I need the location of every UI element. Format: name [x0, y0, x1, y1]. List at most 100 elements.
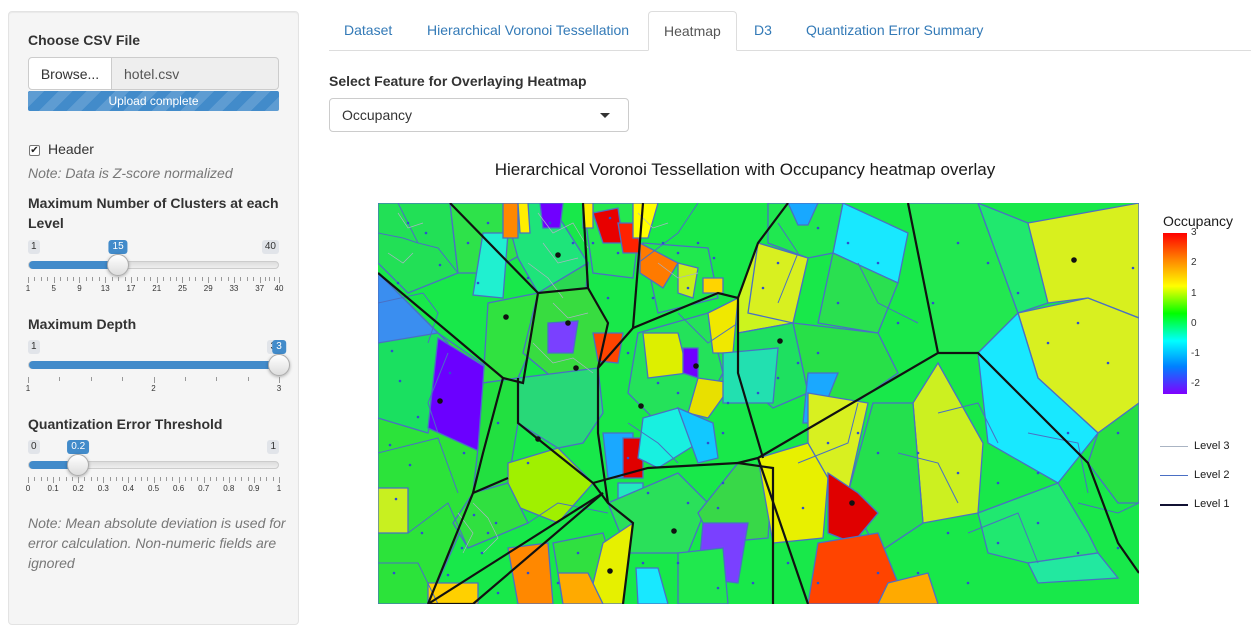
voronoi-cell: [1027, 552, 1120, 584]
slider-minor-tick: [84, 477, 86, 481]
tab-dataset[interactable]: Dataset: [344, 22, 393, 38]
slider-ticks: 0 0.1 0.2 0.3 0.4 0.5 0.6 0.7 0.8 0.9 1: [26, 477, 281, 493]
slider-tick-label: 0.7: [198, 484, 210, 493]
voronoi-cell: [722, 347, 779, 404]
slider-minor-tick: [264, 277, 266, 281]
slider-minor-tick: [166, 477, 168, 481]
feature-select-value: Occupancy: [342, 107, 413, 123]
voronoi-cell: [682, 347, 699, 379]
voronoi-cell: [635, 567, 669, 604]
voronoi-cell: [517, 203, 531, 234]
color-tick-label: -1: [1191, 348, 1200, 359]
voronoi-cell: [767, 203, 844, 259]
slider-minor-tick: [147, 477, 149, 481]
slider-value-label: 0.2: [67, 440, 90, 454]
slider-fill: [29, 461, 80, 469]
slider-handle[interactable]: [107, 254, 130, 276]
max-depth-slider[interactable]: 133123: [25, 340, 290, 400]
slider-minor-tick: [227, 277, 229, 281]
slider-minor-tick: [65, 477, 67, 481]
level-3-centroids: [388, 216, 1135, 595]
quantization-threshold-slider[interactable]: 0 1 0.2 0 0.1 0.2 0.3 0.4 0.5 0.6 0.7 0.8 0.9 1: [26, 440, 281, 500]
max-depth-label: Maximum Depth: [28, 316, 137, 332]
legend-level-1: Level 1: [1160, 497, 1251, 511]
voronoi-cell: [677, 262, 699, 299]
slider-tick: [233, 277, 235, 283]
slider-minor-tick: [60, 277, 62, 281]
slider-handle[interactable]: [67, 454, 90, 476]
slider-tick-label: 0.6: [173, 484, 185, 493]
voronoi-cell: [502, 203, 519, 239]
slider-tick-label: 0.1: [47, 484, 59, 493]
chevron-down-icon: [600, 113, 610, 118]
file-input[interactable]: Browse... hotel.csv: [28, 57, 279, 90]
slider-minor-tick: [197, 477, 199, 481]
color-legend-title: Occupancy: [1163, 213, 1234, 229]
voronoi-heatmap-plot: [378, 203, 1139, 604]
slider-handle[interactable]: [268, 354, 290, 376]
slider-tick: [153, 377, 155, 383]
slider-tick: [279, 477, 280, 483]
slider-minor-tick: [115, 477, 117, 481]
voronoi-cell: [912, 361, 984, 524]
slider-tick: [130, 277, 132, 283]
slider-minor-tick: [216, 377, 218, 381]
slider-tick: [178, 477, 180, 483]
voronoi-cell: [787, 203, 819, 226]
slider-max-label: 40: [261, 240, 279, 254]
slider-min-label: 0: [28, 440, 40, 454]
color-tick-label: 0: [1191, 318, 1197, 329]
slider-minor-tick: [97, 477, 99, 481]
slider-tick: [105, 277, 107, 283]
voronoi-cell: [687, 377, 735, 419]
slider-max-label: 1: [267, 440, 279, 454]
voronoi-cell: [827, 471, 879, 544]
voronoi-cell: [547, 320, 579, 354]
slider-tick: [182, 277, 184, 283]
slider-minor-tick: [47, 277, 49, 281]
slider-minor-tick: [184, 477, 186, 481]
slider-minor-tick: [92, 277, 94, 281]
slider-minor-tick: [184, 377, 186, 381]
slider-tick-label: 5: [51, 284, 56, 293]
slider-minor-tick: [40, 277, 42, 281]
slider-tick-label: 1: [25, 384, 31, 393]
slider-minor-tick: [34, 477, 36, 481]
tab-hierarchical-voronoi[interactable]: Hierarchical Voronoi Tessellation: [427, 22, 630, 38]
slider-minor-tick: [71, 477, 73, 481]
slider-min-label: 1: [28, 240, 40, 254]
slider-track: [28, 461, 279, 469]
voronoi-cell: [702, 277, 724, 294]
slider-tick: [53, 277, 55, 283]
header-checkbox[interactable]: ✔: [29, 145, 40, 156]
slider-minor-tick: [235, 477, 237, 481]
slider-value-label: 3: [272, 340, 286, 354]
slider-minor-tick: [34, 277, 36, 281]
slider-minor-tick: [247, 377, 249, 381]
slider-minor-tick: [137, 277, 139, 281]
slider-track: [28, 261, 279, 269]
header-checkbox-label[interactable]: Header: [48, 141, 94, 157]
voronoi-cell: [1087, 402, 1139, 504]
feature-select[interactable]: Occupancy: [329, 98, 629, 132]
legend-line-level-3: [1160, 446, 1188, 447]
color-tick-label: 2: [1191, 257, 1197, 268]
slider-minor-tick: [247, 477, 249, 481]
slider-tick: [128, 477, 130, 483]
slider-minor-tick: [214, 277, 216, 281]
slider-minor-tick: [159, 477, 161, 481]
tab-heatmap[interactable]: Heatmap: [648, 11, 737, 51]
voronoi-cell: [676, 406, 719, 464]
slider-fill: [29, 361, 280, 369]
max-clusters-slider[interactable]: 1 40 15 1 5 9 13 17 21 25 29 33 37 40: [26, 240, 283, 300]
browse-button[interactable]: Browse...: [28, 57, 112, 90]
plot-title: Hierarchical Voronoi Tessellation with O…: [494, 160, 996, 179]
tab-d3[interactable]: D3: [754, 22, 772, 38]
quantization-threshold-label: Quantization Error Threshold: [28, 416, 223, 432]
tab-quantization-error-summary[interactable]: Quantization Error Summary: [806, 22, 984, 38]
slider-minor-tick: [266, 477, 268, 481]
slider-minor-tick: [73, 277, 75, 281]
slider-tick-label: 0.9: [248, 484, 260, 493]
slider-minor-tick: [90, 477, 92, 481]
legend-label-level-1: Level 1: [1194, 498, 1230, 510]
